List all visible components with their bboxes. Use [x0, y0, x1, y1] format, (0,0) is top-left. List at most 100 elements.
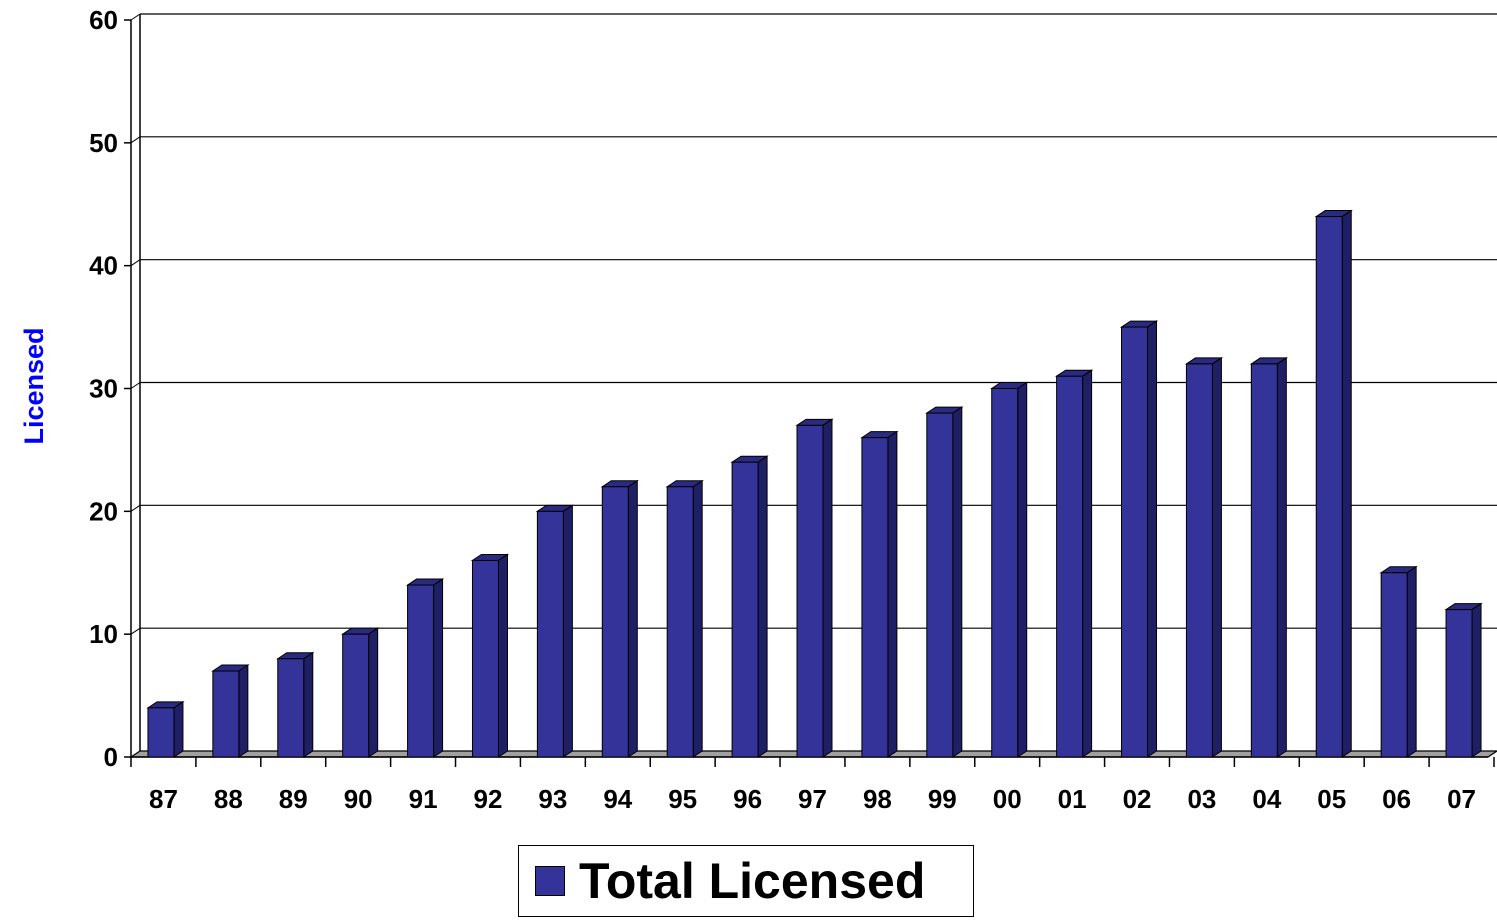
x-tick-label: 98 — [863, 784, 892, 814]
bar-side — [562, 504, 573, 758]
bar-side — [1406, 565, 1417, 758]
x-tick-labels: 87 88 89 90 91 92 93 94 95 96 97 98 99 00 01 02 03 04 05 06… — [149, 784, 1476, 814]
bar-front — [471, 559, 499, 758]
bar-front — [277, 658, 305, 758]
bar-front — [1121, 326, 1149, 758]
bar-front — [666, 486, 694, 758]
bar — [795, 418, 834, 758]
y-tick-label: 50 — [89, 128, 118, 158]
gridline-diag — [130, 627, 141, 635]
x-tick-label: 03 — [1187, 784, 1216, 814]
gridline-diag — [130, 13, 141, 21]
y-tick-labels: 0 10 20 30 40 50 60 — [89, 5, 118, 772]
bar — [665, 479, 704, 758]
gridline-diag — [130, 259, 141, 267]
bar-front — [601, 486, 629, 758]
bar-side — [433, 578, 444, 758]
bar — [1314, 209, 1353, 758]
bar-front — [1056, 375, 1084, 758]
bar-front — [1380, 572, 1408, 758]
x-tick-label: 94 — [603, 784, 632, 814]
bar — [860, 430, 899, 758]
bar-side — [1082, 369, 1093, 758]
bar-side — [692, 479, 703, 758]
x-tick-label: 92 — [474, 784, 503, 814]
bar-front — [407, 584, 435, 758]
legend: Total Licensed — [518, 845, 974, 917]
bar — [1184, 356, 1224, 758]
x-tick-label: 88 — [214, 784, 243, 814]
x-tick-label: 00 — [993, 784, 1022, 814]
x-tick-label: 87 — [149, 784, 178, 814]
bar-front — [1185, 363, 1213, 758]
bar-side — [368, 627, 379, 758]
bar — [405, 578, 445, 758]
bar — [1249, 356, 1288, 758]
bar — [470, 553, 510, 758]
x-tick-label: 01 — [1058, 784, 1087, 814]
y-tick-label: 40 — [89, 251, 118, 281]
bar — [341, 627, 380, 758]
gridline-diag — [130, 136, 141, 144]
gridline-diag — [130, 382, 141, 389]
bar-side — [887, 430, 898, 758]
bar-front — [731, 461, 759, 758]
bar-side — [757, 455, 768, 758]
bar-front — [1250, 363, 1278, 758]
bars — [146, 209, 1483, 758]
bar-side — [952, 406, 963, 758]
bar-front — [861, 437, 889, 758]
bar-front — [1445, 609, 1473, 758]
bar-front — [796, 424, 824, 758]
x-tick-label: 04 — [1252, 784, 1281, 814]
bar — [1444, 602, 1483, 758]
bar-side — [1211, 356, 1222, 758]
bar — [990, 381, 1029, 758]
bar-front — [147, 707, 175, 758]
bar — [730, 455, 769, 758]
bar-side — [1471, 602, 1482, 758]
x-tick-label: 93 — [538, 784, 567, 814]
x-tick-label: 07 — [1447, 784, 1476, 814]
x-tick-label: 90 — [344, 784, 373, 814]
bar — [146, 700, 185, 758]
bar-side — [497, 553, 508, 758]
y-tick-label: 60 — [89, 5, 118, 35]
bar-front — [342, 633, 370, 758]
bar-side — [1147, 320, 1158, 758]
bar-front — [926, 412, 954, 758]
bar-side — [173, 700, 184, 758]
x-tick-label: 05 — [1317, 784, 1346, 814]
x-tick-label: 96 — [733, 784, 762, 814]
x-tick-label: 95 — [668, 784, 697, 814]
x-tick-label: 89 — [279, 784, 308, 814]
x-tick-label: 91 — [409, 784, 438, 814]
gridline-diag — [130, 504, 141, 512]
bar — [1054, 369, 1094, 758]
bar-side — [1017, 381, 1028, 758]
bar — [600, 479, 639, 758]
bar-side — [822, 418, 833, 758]
y-tick-label: 10 — [89, 619, 118, 649]
bar-side — [627, 479, 638, 758]
x-tick-label: 02 — [1123, 784, 1152, 814]
bar — [1119, 320, 1159, 758]
bar — [1379, 565, 1418, 758]
bar-side — [1341, 209, 1352, 758]
x-tick-label: 06 — [1382, 784, 1411, 814]
bar — [211, 664, 250, 758]
x-tick-label: 99 — [928, 784, 957, 814]
bar — [276, 651, 315, 758]
legend-swatch — [535, 866, 565, 896]
y-tick-label: 20 — [89, 496, 118, 526]
bar-front — [1315, 216, 1343, 758]
bar-front — [212, 670, 240, 758]
bar-side — [303, 651, 314, 758]
y-tick-label: 30 — [89, 374, 118, 404]
bar — [925, 406, 964, 758]
y-axis-label: Licensed — [19, 327, 49, 444]
bar-front — [536, 510, 564, 758]
bar-front — [991, 388, 1019, 758]
bar-side — [1276, 356, 1287, 758]
